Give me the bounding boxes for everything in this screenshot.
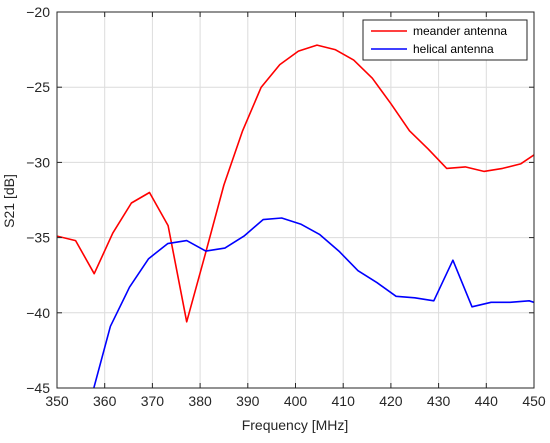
x-tick-label: 360 — [93, 393, 117, 409]
y-tick-label: −45 — [26, 380, 50, 396]
x-tick-label: 400 — [284, 393, 308, 409]
x-tick-label: 430 — [427, 393, 451, 409]
x-axis-label: Frequency [MHz] — [242, 417, 349, 433]
x-tick-label: 370 — [141, 393, 165, 409]
x-tick-label: 350 — [45, 393, 69, 409]
legend-box — [362, 19, 528, 61]
y-tick-label: −40 — [26, 305, 50, 321]
y-tick-label: −20 — [26, 4, 50, 20]
x-tick-label: 420 — [379, 393, 403, 409]
series-line-meander-antenna — [57, 44, 534, 323]
x-tick-label: 440 — [475, 393, 499, 409]
y-tick-label: −25 — [26, 79, 50, 95]
y-tick-label: −30 — [26, 154, 50, 170]
legend: meander antenna helical antenna — [362, 19, 528, 61]
series-line-helical-antenna — [92, 217, 534, 388]
legend-label-helical-antenna: helical antenna — [413, 42, 494, 56]
y-tick-label: −35 — [26, 230, 50, 246]
y-axis-label: S21 [dB] — [1, 174, 17, 228]
legend-label-meander-antenna: meander antenna — [413, 24, 507, 38]
x-tick-label: 450 — [522, 393, 546, 409]
plot-area: 350 360 370 380 390 400 410 420 430 440 450 −20 −25 −… — [26, 4, 546, 409]
x-tick-label: 390 — [236, 393, 260, 409]
x-tick-label: 410 — [332, 393, 356, 409]
x-tick-label: 380 — [188, 393, 212, 409]
